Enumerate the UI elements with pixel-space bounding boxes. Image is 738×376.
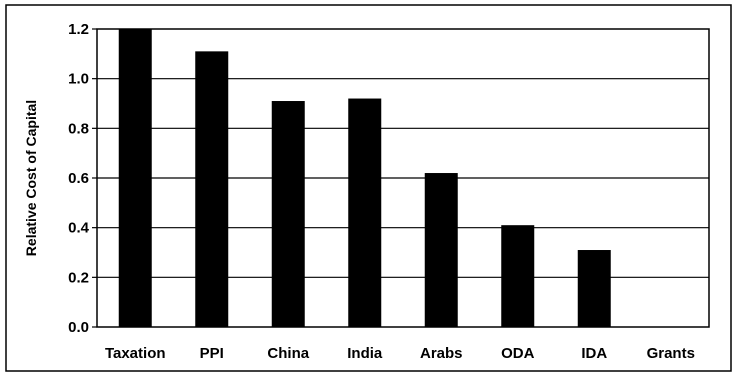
- y-tick-label: 1.2: [68, 21, 89, 38]
- bar-china: [271, 101, 305, 328]
- bar-ida: [577, 250, 611, 327]
- category-labels: Taxation PPI China India Arabs ODA IDA Grants: [105, 345, 695, 362]
- y-tick-label: 0.0: [68, 319, 89, 336]
- category-label-india: India: [347, 345, 383, 362]
- y-tick-label: 0.4: [68, 220, 90, 237]
- bar-oda: [501, 225, 535, 327]
- category-label-ppi: PPI: [200, 345, 224, 362]
- y-tick-labels: 0.0 0.2 0.4 0.6 0.8 1.0 1.2: [68, 21, 90, 336]
- category-label-taxation: Taxation: [105, 345, 166, 362]
- category-label-oda: ODA: [501, 345, 535, 362]
- bar-india: [348, 98, 382, 328]
- plot-area-border: [96, 28, 710, 328]
- category-label-arabs: Arabs: [420, 345, 463, 362]
- category-label-grants: Grants: [647, 345, 695, 362]
- y-tick-label: 1.0: [68, 71, 89, 88]
- category-label-ida: IDA: [581, 345, 607, 362]
- y-tick-label: 0.2: [68, 269, 89, 286]
- bars: [118, 29, 611, 328]
- y-tick-label: 0.8: [68, 120, 89, 137]
- category-label-china: China: [267, 345, 309, 362]
- bar-ppi: [195, 51, 229, 327]
- bar-arabs: [424, 173, 458, 327]
- y-tick-label: 0.6: [68, 170, 89, 187]
- bar-taxation: [118, 29, 152, 327]
- y-axis-title: Relative Cost of Capital: [23, 100, 39, 256]
